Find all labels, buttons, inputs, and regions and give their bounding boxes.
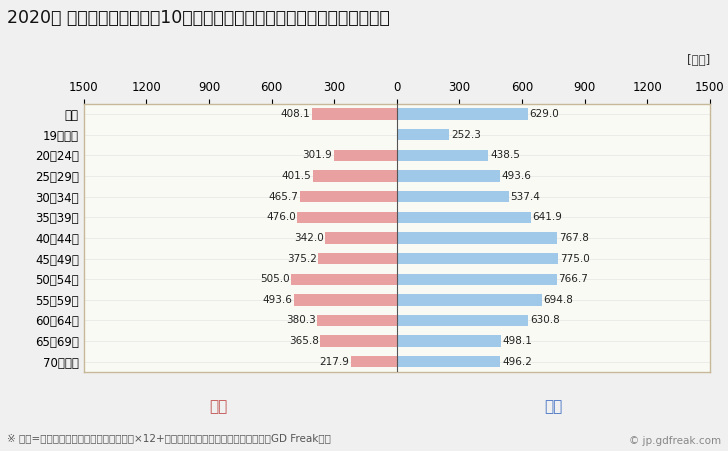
Bar [397, 253, 558, 264]
Text: 498.1: 498.1 [502, 336, 532, 346]
Text: 476.0: 476.0 [266, 212, 296, 222]
Bar [333, 150, 397, 161]
Bar [397, 150, 488, 161]
Text: © jp.gdfreak.com: © jp.gdfreak.com [628, 437, 721, 446]
Text: 493.6: 493.6 [262, 295, 292, 305]
Text: 537.4: 537.4 [510, 192, 540, 202]
Text: 630.8: 630.8 [530, 315, 560, 326]
Text: 男性: 男性 [544, 399, 563, 414]
Bar [397, 191, 509, 202]
Text: 629.0: 629.0 [530, 109, 559, 119]
Bar [397, 356, 500, 368]
Bar [312, 108, 397, 120]
Text: 365.8: 365.8 [289, 336, 319, 346]
Bar [397, 129, 449, 140]
Text: 2020年 民間企業（従業者数10人以上）フルタイム労働者の男女別平均年収: 2020年 民間企業（従業者数10人以上）フルタイム労働者の男女別平均年収 [7, 9, 390, 27]
Text: 301.9: 301.9 [302, 150, 332, 161]
Bar [313, 170, 397, 182]
Bar [397, 294, 542, 305]
Text: [万円]: [万円] [687, 54, 710, 67]
Bar [397, 315, 529, 326]
Text: 女性: 女性 [209, 399, 228, 414]
Text: ※ 年収=「きまって支給する現金給与額」×12+「年間賞与その他特別給与額」としてGD Freak推計: ※ 年収=「きまって支給する現金給与額」×12+「年間賞与その他特別給与額」とし… [7, 433, 331, 443]
Bar [397, 170, 499, 182]
Text: 438.5: 438.5 [490, 150, 520, 161]
Bar [352, 356, 397, 368]
Text: 496.2: 496.2 [502, 357, 532, 367]
Text: 375.2: 375.2 [287, 253, 317, 263]
Bar [397, 273, 557, 285]
Bar [294, 294, 397, 305]
Text: 408.1: 408.1 [280, 109, 310, 119]
Bar [291, 273, 397, 285]
Text: 465.7: 465.7 [268, 192, 298, 202]
Bar [397, 108, 528, 120]
Text: 641.9: 641.9 [532, 212, 562, 222]
Text: 342.0: 342.0 [294, 233, 324, 243]
Text: 694.8: 694.8 [543, 295, 574, 305]
Text: 775.0: 775.0 [560, 253, 590, 263]
Text: 767.8: 767.8 [558, 233, 588, 243]
Bar [397, 212, 531, 223]
Text: 217.9: 217.9 [320, 357, 349, 367]
Bar [397, 336, 501, 347]
Text: 252.3: 252.3 [451, 130, 481, 140]
Bar [318, 253, 397, 264]
Bar [317, 315, 397, 326]
Text: 493.6: 493.6 [502, 171, 531, 181]
Text: 380.3: 380.3 [286, 315, 316, 326]
Bar [397, 232, 557, 244]
Bar [298, 212, 397, 223]
Text: 401.5: 401.5 [282, 171, 312, 181]
Bar [325, 232, 397, 244]
Text: 505.0: 505.0 [260, 274, 290, 284]
Bar [320, 336, 397, 347]
Bar [299, 191, 397, 202]
Text: 766.7: 766.7 [558, 274, 588, 284]
